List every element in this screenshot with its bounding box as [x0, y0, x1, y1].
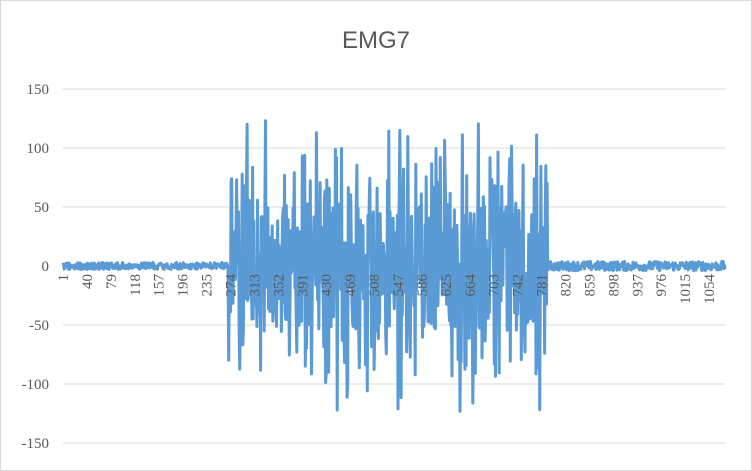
x-tick-label: 196: [176, 274, 192, 297]
x-tick-label: 352: [271, 274, 287, 297]
x-tick-label: 469: [343, 274, 359, 297]
x-tick-label: 547: [391, 274, 407, 297]
chart-title: EMG7: [341, 27, 410, 54]
x-tick-label: 586: [415, 274, 431, 297]
x-tick-label: 976: [654, 274, 670, 297]
x-tick-label: 313: [247, 274, 263, 297]
y-tick-label: 0: [42, 259, 50, 275]
x-tick-label: 664: [463, 274, 479, 297]
x-tick-label: 157: [152, 274, 168, 297]
x-tick-label: 742: [511, 274, 527, 297]
x-tick-label: 1054: [702, 274, 718, 305]
x-tick-label: 1015: [678, 274, 694, 304]
y-tick-label: 50: [34, 200, 49, 216]
x-tick-label: 937: [630, 274, 646, 297]
series-line: [61, 119, 727, 413]
x-tick-label: 235: [200, 274, 216, 297]
x-tick-label: 391: [295, 274, 311, 297]
x-tick-label: 508: [367, 274, 383, 297]
y-tick-label: 150: [27, 82, 50, 98]
x-tick-label: 40: [80, 274, 96, 289]
y-tick-label: -150: [22, 436, 50, 452]
y-tick-label: -100: [22, 377, 50, 393]
x-tick-label: 1: [56, 274, 72, 282]
x-tick-label: 274: [223, 274, 239, 297]
x-tick-label: 79: [104, 274, 120, 289]
x-tick-label: 898: [606, 274, 622, 297]
x-tick-label: 820: [558, 274, 574, 297]
y-tick-label: 100: [27, 141, 50, 157]
x-tick-label: 703: [487, 274, 503, 297]
x-tick-label: 781: [535, 274, 551, 297]
x-tick-label: 859: [582, 274, 598, 297]
x-tick-label: 625: [439, 274, 455, 297]
x-tick-label: 430: [319, 274, 335, 297]
x-tick-label: 118: [128, 274, 144, 296]
y-tick-label: -50: [29, 318, 49, 334]
